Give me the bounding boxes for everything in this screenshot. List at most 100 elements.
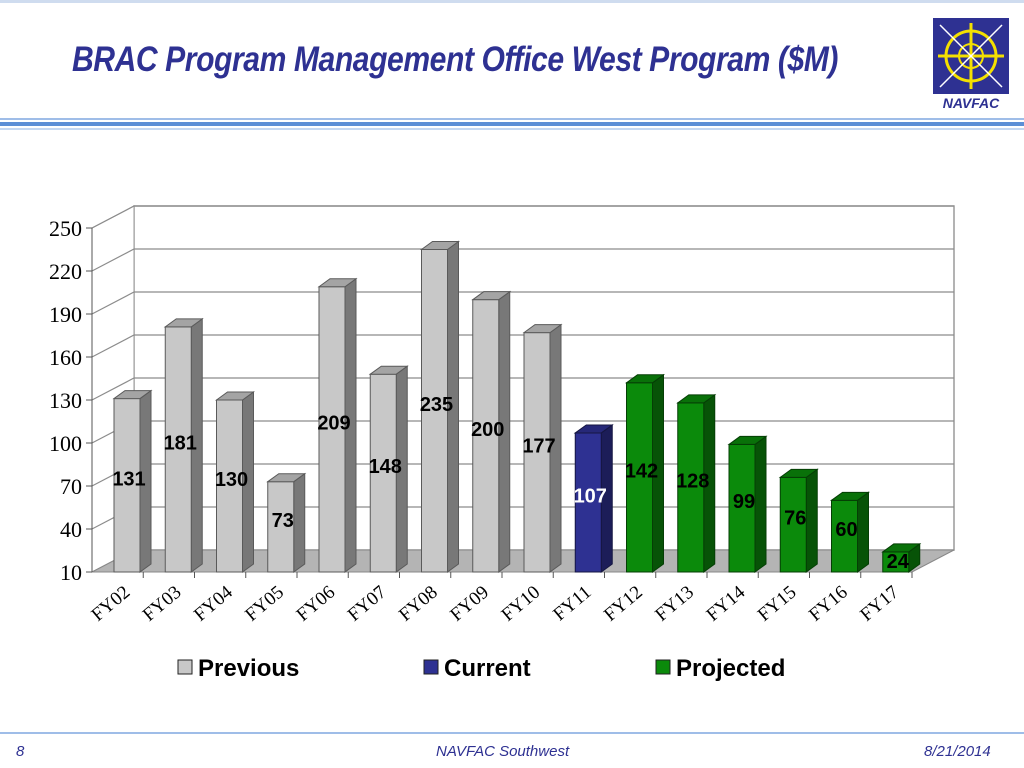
x-tick-label-fy06: FY06 bbox=[293, 582, 340, 626]
data-label-fy17: 24 bbox=[887, 551, 910, 573]
page-number: 8 bbox=[16, 743, 25, 760]
bar-top bbox=[368, 365, 409, 375]
footer-organization: NAVFAC Southwest bbox=[436, 743, 570, 760]
data-label-fy08: 235 bbox=[420, 394, 453, 416]
bar-fy17: 24 bbox=[881, 542, 922, 573]
bar-side bbox=[293, 472, 306, 573]
legend-item-current: Current bbox=[423, 655, 531, 682]
bar-top bbox=[163, 318, 204, 328]
data-label-fy04: 130 bbox=[215, 469, 248, 491]
data-label-fy10: 177 bbox=[522, 435, 555, 457]
bar-front bbox=[523, 332, 551, 573]
bar-top bbox=[522, 324, 563, 334]
logo-diagonal-b bbox=[939, 24, 1003, 88]
bar-fy06: 209 bbox=[317, 277, 358, 573]
bar-front bbox=[369, 373, 397, 573]
bar-top bbox=[573, 424, 614, 434]
x-axis-tick-labels: FY02 FY03 FY04 FY05 FY06 FY07 FY08 FY09 FY10 FY11… bbox=[88, 572, 913, 626]
y-tick-label: 220 bbox=[49, 259, 82, 284]
bar-top bbox=[112, 390, 153, 400]
data-label-fy13: 128 bbox=[676, 470, 709, 492]
data-label-fy12: 142 bbox=[625, 460, 658, 482]
x-tick-label-fy17: FY17 bbox=[856, 582, 903, 626]
bar-fy07: 148 bbox=[368, 365, 409, 573]
x-tick-label-fy15: FY15 bbox=[754, 582, 801, 626]
x-tick-label-fy04: FY04 bbox=[190, 581, 237, 625]
x-tick-label-fy10: FY10 bbox=[498, 582, 545, 626]
bar-top bbox=[214, 391, 256, 401]
legend-swatch bbox=[655, 659, 671, 675]
x-tick-label-fy13: FY13 bbox=[651, 582, 698, 626]
bar-top bbox=[624, 374, 666, 384]
y-tick-label: 130 bbox=[49, 388, 82, 413]
bar-front bbox=[113, 398, 141, 573]
bar-front bbox=[677, 402, 705, 573]
data-label-fy05: 73 bbox=[272, 510, 294, 532]
bar-side bbox=[754, 435, 767, 573]
footer-divider bbox=[0, 732, 1024, 734]
gridline bbox=[91, 205, 954, 229]
x-tick-label-fy07: FY07 bbox=[344, 582, 391, 626]
y-tick-label: 10 bbox=[60, 560, 82, 585]
bar-front bbox=[472, 299, 500, 573]
bar-front bbox=[318, 286, 346, 573]
bar-fy10: 177 bbox=[522, 323, 563, 573]
chart-bars: 131 181 130 73 209 148 235 200 177 107 142 128 99 76 6… bbox=[112, 240, 922, 573]
legend-item-previous: Previous bbox=[177, 655, 299, 682]
bar-fy13: 128 bbox=[676, 393, 717, 573]
gridline bbox=[91, 248, 954, 272]
bar-fy09: 200 bbox=[471, 290, 512, 573]
legend-item-projected: Projected bbox=[655, 655, 785, 682]
bar-top bbox=[266, 473, 307, 483]
bar-fy15: 76 bbox=[778, 468, 819, 573]
bar-front bbox=[574, 432, 602, 573]
data-label-fy02: 131 bbox=[112, 468, 145, 490]
bar-top bbox=[829, 491, 871, 501]
bar-front bbox=[216, 399, 243, 573]
top-border-line bbox=[0, 0, 1024, 3]
bar-top bbox=[881, 543, 922, 553]
y-tick-label: 40 bbox=[60, 517, 82, 542]
navfac-logo: NAVFAC bbox=[933, 18, 1009, 111]
bar-front bbox=[267, 481, 295, 573]
bar-fy03: 181 bbox=[163, 317, 204, 573]
bar-fy12: 142 bbox=[624, 373, 666, 573]
bar-front bbox=[421, 249, 448, 573]
bar-side bbox=[805, 468, 818, 573]
data-label-fy14: 99 bbox=[733, 491, 755, 513]
bar-fy11: 107 bbox=[573, 423, 614, 573]
bar-top bbox=[676, 394, 717, 404]
data-label-fy03: 181 bbox=[164, 432, 197, 454]
y-tick-label: 160 bbox=[49, 345, 82, 370]
legend-label: Projected bbox=[676, 655, 785, 682]
x-tick-label-fy05: FY05 bbox=[241, 582, 288, 626]
logo-text: NAVFAC bbox=[943, 95, 1000, 111]
y-tick-label: 100 bbox=[49, 431, 82, 456]
bar-front bbox=[779, 476, 807, 573]
legend-label: Previous bbox=[198, 655, 299, 682]
data-label-fy06: 209 bbox=[317, 412, 350, 434]
gridline bbox=[91, 334, 954, 358]
legend-label: Current bbox=[444, 655, 531, 682]
title-divider bbox=[0, 118, 1024, 132]
x-tick-label-fy14: FY14 bbox=[703, 581, 750, 625]
bar-fy02: 131 bbox=[112, 389, 153, 573]
x-tick-label-fy11: FY11 bbox=[549, 582, 595, 625]
data-label-fy16: 60 bbox=[835, 519, 857, 541]
gridline bbox=[91, 291, 954, 315]
bar-front bbox=[831, 499, 858, 573]
data-label-fy09: 200 bbox=[471, 419, 504, 441]
bar-front bbox=[626, 382, 653, 573]
bar-top bbox=[317, 278, 358, 288]
bar-top bbox=[778, 468, 819, 478]
x-tick-label-fy09: FY09 bbox=[446, 582, 493, 626]
bar-fy04: 130 bbox=[214, 391, 256, 573]
data-label-fy11: 107 bbox=[574, 485, 607, 507]
x-tick-label-fy12: FY12 bbox=[600, 582, 647, 626]
x-tick-label-fy03: FY03 bbox=[139, 582, 186, 626]
legend-swatch bbox=[177, 659, 193, 675]
bar-top bbox=[727, 435, 768, 445]
y-tick-label: 190 bbox=[49, 302, 82, 327]
data-label-fy15: 76 bbox=[784, 508, 806, 530]
